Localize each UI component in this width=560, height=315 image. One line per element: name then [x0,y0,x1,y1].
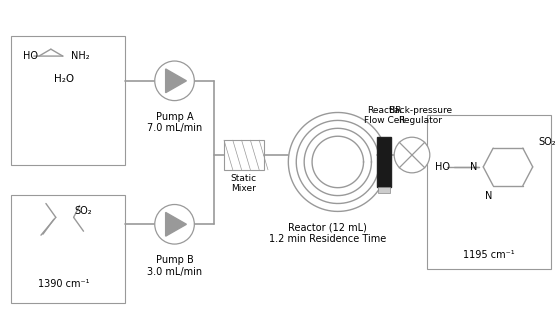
Bar [379,187,390,193]
Text: Static
Mixer: Static Mixer [231,174,257,193]
Polygon shape [166,212,186,236]
Bar [224,140,264,170]
Text: 1195 cm⁻¹: 1195 cm⁻¹ [463,250,515,260]
Circle shape [155,61,194,100]
Bar [427,116,550,269]
Text: Reactor (12 mL)
1.2 min Residence Time: Reactor (12 mL) 1.2 min Residence Time [269,222,386,244]
Polygon shape [166,69,186,93]
Text: ReactIR
Flow Cell: ReactIR Flow Cell [364,106,405,125]
Text: SO₂: SO₂ [539,137,556,147]
Bar [11,195,125,303]
Text: N: N [486,191,493,201]
Text: HO: HO [23,51,38,61]
Text: H₂O: H₂O [54,74,74,84]
Bar [11,36,125,165]
Text: Back-pressure
Regulator: Back-pressure Regulator [388,106,452,125]
Text: SO₂: SO₂ [74,206,92,216]
Text: 1390 cm⁻¹: 1390 cm⁻¹ [38,279,90,289]
Text: Pump B
3.0 mL/min: Pump B 3.0 mL/min [147,255,202,277]
Text: HO: HO [435,162,450,172]
Text: N: N [470,162,477,172]
Bar [377,137,391,187]
Text: Pump A
7.0 mL/min: Pump A 7.0 mL/min [147,112,202,133]
Text: NH₂: NH₂ [71,51,89,61]
Circle shape [394,137,430,173]
Circle shape [155,204,194,244]
